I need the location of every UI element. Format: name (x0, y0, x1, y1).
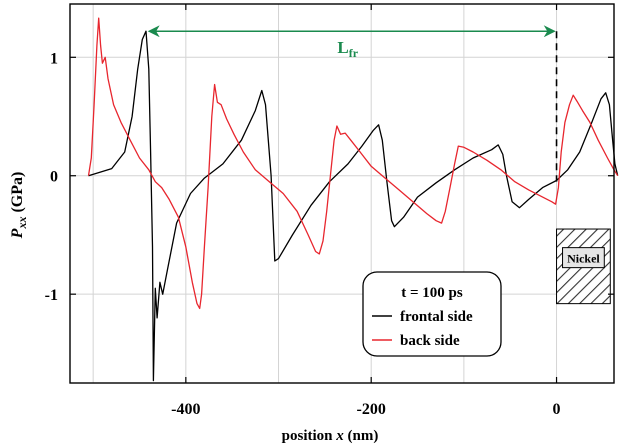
x-tick-label: 0 (553, 401, 561, 418)
x-axis-label: position x (nm) (282, 428, 379, 444)
tick-labels: -400 -200 0 1 0 -1 (45, 50, 561, 418)
axes (69, 3, 615, 384)
legend-box (362, 271, 502, 357)
plot-frame (69, 3, 615, 384)
legend: t = 100 ps frontal side back side (362, 271, 502, 357)
x-tick-label: -400 (171, 401, 200, 418)
nickel-block: Nickel (556, 228, 611, 305)
y-axis-label: Pxx (GPa) (9, 172, 29, 240)
series-line-frontal (88, 30, 619, 382)
y-tick-label: 1 (50, 50, 58, 67)
x-tick-label: -200 (357, 401, 386, 418)
annotation-layer: Lfr (147, 25, 558, 182)
series-line-back (87, 17, 619, 310)
y-tick-label: 0 (50, 169, 58, 186)
y-tick-label: -1 (45, 287, 58, 304)
grid-lines (70, 4, 614, 383)
nickel-label: Nickel (567, 252, 600, 266)
legend-title: t = 100 ps (401, 285, 463, 301)
nickel-label-box (562, 247, 605, 269)
length-label: Lfr (337, 38, 358, 60)
legend-label-frontal: frontal side (400, 309, 473, 325)
series-layer (87, 17, 619, 382)
legend-label-back: back side (400, 333, 460, 349)
